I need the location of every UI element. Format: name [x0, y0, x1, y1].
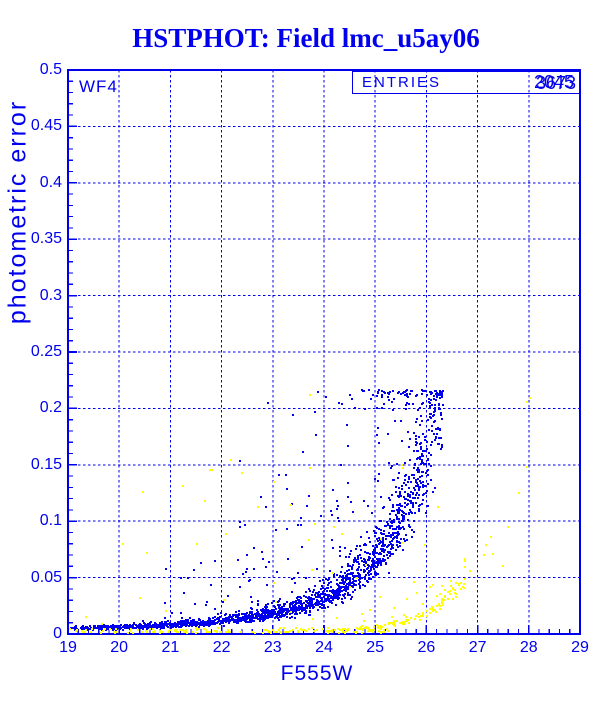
x-tick-label: 23: [263, 639, 282, 656]
entries-value-b: 3673: [535, 73, 576, 93]
entries-value-a: 2045: [533, 72, 574, 92]
y-tick-label: 0: [53, 625, 62, 642]
x-tick-label: 29: [571, 639, 589, 656]
y-tick-label: 0.1: [39, 512, 62, 530]
x-tick-label: 25: [366, 639, 385, 656]
page-title: HSTPHOT: Field lmc_u5ay06: [132, 23, 480, 53]
x-tick-label: 27: [468, 639, 487, 656]
y-tick-label: 0.2: [39, 399, 62, 417]
y-tick-label: 0.25: [30, 343, 62, 360]
x-tick-label: 22: [212, 639, 231, 656]
x-tick-label: 20: [110, 639, 129, 656]
x-axis-title: F555W: [280, 662, 354, 685]
chip-label: WF4: [79, 77, 118, 96]
points-yellow: [69, 394, 531, 634]
y-tick-label: 0.35: [30, 230, 62, 248]
x-tick-label: 26: [417, 639, 436, 656]
x-tick-label: 21: [161, 639, 180, 656]
entries-label: ENTRIES: [362, 74, 442, 91]
plot-frame: [67, 69, 581, 635]
x-tick-label: 24: [315, 639, 333, 656]
entries-box: ENTRIES 2045 3673: [352, 71, 580, 94]
gridlines: [68, 70, 580, 634]
y-tick-label: 0.4: [39, 173, 62, 191]
y-tick-label: 0.45: [30, 117, 62, 135]
y-tick-label: 0.3: [39, 286, 62, 304]
y-tick-label: 0.05: [30, 568, 62, 586]
axis-ticks: [68, 80, 571, 634]
points-blue: [70, 389, 444, 631]
y-tick-label: 0.15: [30, 455, 62, 473]
x-tick-label: 19: [59, 639, 77, 656]
y-tick-label: 0.5: [39, 61, 62, 78]
x-tick-label: 28: [519, 639, 538, 656]
